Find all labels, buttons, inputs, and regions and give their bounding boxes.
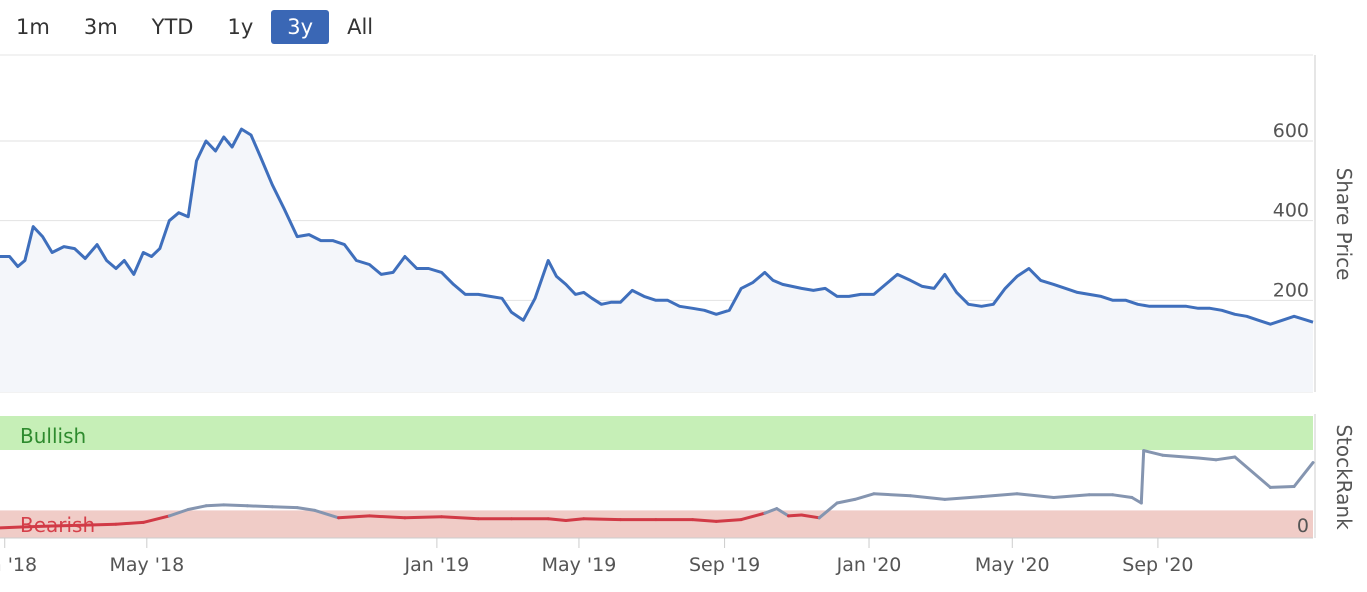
stockrank-series-segment bbox=[763, 507, 779, 515]
stockrank-series-segment bbox=[50, 523, 87, 528]
stockrank-series-segment bbox=[1142, 449, 1165, 457]
stockrank-series-segment bbox=[1052, 493, 1091, 499]
x-tick-label: Sep '20 bbox=[1122, 554, 1193, 576]
stockrank-axis-title: StockRank bbox=[1332, 424, 1356, 530]
range-button-1y[interactable]: 1y bbox=[227, 15, 254, 39]
stockrank-series-segment bbox=[270, 505, 299, 510]
stockrank-series-segment bbox=[0, 525, 23, 530]
price-y-tick-label: 400 bbox=[1273, 200, 1309, 222]
range-button-all[interactable]: All bbox=[347, 15, 374, 39]
stockrank-series-segment bbox=[114, 520, 145, 526]
stockrank-series-segment bbox=[980, 492, 1019, 499]
range-button-3y[interactable]: 3y bbox=[271, 10, 330, 44]
stockrank-series-segment bbox=[1233, 455, 1272, 489]
stockrank-series-segment bbox=[1015, 492, 1056, 499]
stockrank-series-segment bbox=[141, 514, 171, 524]
stockrank-series-segment bbox=[83, 522, 118, 527]
stockrank-series-segment bbox=[295, 506, 317, 512]
price-y-tick-label: 600 bbox=[1273, 120, 1309, 142]
stockrank-series-segment bbox=[440, 515, 480, 521]
stockrank-series-segment bbox=[1139, 449, 1146, 505]
x-tick-label: May '18 bbox=[109, 554, 184, 576]
stockrank-series-segment bbox=[739, 511, 767, 522]
stockrank-series-segment bbox=[222, 503, 249, 508]
stockrank-series-segment bbox=[775, 507, 790, 518]
x-tick-label: Jan '19 bbox=[404, 554, 470, 576]
stockrank-series-segment bbox=[800, 513, 821, 520]
stockrank-series-segment bbox=[546, 517, 568, 522]
stockrank-series-segment bbox=[186, 504, 208, 511]
stockrank-series-segment bbox=[337, 514, 371, 520]
stockrank-series-segment bbox=[582, 517, 622, 522]
bearish-band bbox=[0, 510, 1313, 538]
stockrank-series-segment bbox=[367, 514, 407, 520]
stockrank-series-segment bbox=[691, 518, 718, 523]
stockrank-series-segment bbox=[403, 515, 444, 520]
stockrank-series-segment bbox=[1130, 496, 1143, 505]
stockrank-series-segment bbox=[1214, 455, 1237, 462]
stockrank-series-segment bbox=[167, 508, 190, 518]
range-button-3m[interactable]: 3m bbox=[83, 15, 118, 39]
stockrank-series-segment bbox=[1292, 461, 1315, 488]
stockrank-series-segment bbox=[1161, 453, 1200, 460]
stockrank-series-segment bbox=[872, 492, 912, 498]
stockrank-series-segment bbox=[245, 504, 274, 509]
stockrank-series-segment bbox=[943, 495, 983, 501]
stockrank-series-segment bbox=[853, 492, 876, 501]
x-tick-label: May '19 bbox=[542, 554, 617, 576]
x-tick-label: May '20 bbox=[975, 554, 1050, 576]
share-price-axis-title: Share Price bbox=[1332, 168, 1356, 281]
price-area-fill bbox=[0, 129, 1313, 392]
stockrank-series-segment bbox=[714, 518, 743, 523]
x-tick-label: Sep '19 bbox=[689, 554, 760, 576]
range-button-ytd[interactable]: YTD bbox=[151, 15, 194, 39]
stockrank-series-segment bbox=[835, 497, 857, 505]
stockrank-series-segment bbox=[787, 513, 803, 518]
stockrank-y-tick-label: 0 bbox=[1297, 515, 1309, 537]
x-tick-label: Jan '20 bbox=[836, 554, 902, 576]
range-button-1m[interactable]: 1m bbox=[16, 15, 50, 39]
x-tick-label: Jan '18 bbox=[0, 554, 37, 576]
range-selector: 1m 3m YTD 1y 3y All bbox=[0, 5, 391, 49]
stockrank-series-segment bbox=[1196, 456, 1218, 462]
stockrank-series-segment bbox=[564, 517, 586, 522]
bullish-band bbox=[0, 416, 1313, 450]
price-y-tick-label: 200 bbox=[1273, 279, 1309, 301]
bullish-label: Bullish bbox=[20, 424, 86, 448]
stockrank-series-segment bbox=[204, 503, 226, 508]
share-price-series-line bbox=[0, 127, 1314, 326]
stockrank-series-segment bbox=[817, 501, 839, 520]
stockrank-series-segment bbox=[909, 494, 947, 501]
stockrank-series-segment bbox=[19, 524, 54, 529]
stockrank-series-segment bbox=[1268, 485, 1296, 489]
stockrank-series-segment bbox=[313, 508, 341, 520]
stockrank-series-segment bbox=[1111, 493, 1134, 499]
